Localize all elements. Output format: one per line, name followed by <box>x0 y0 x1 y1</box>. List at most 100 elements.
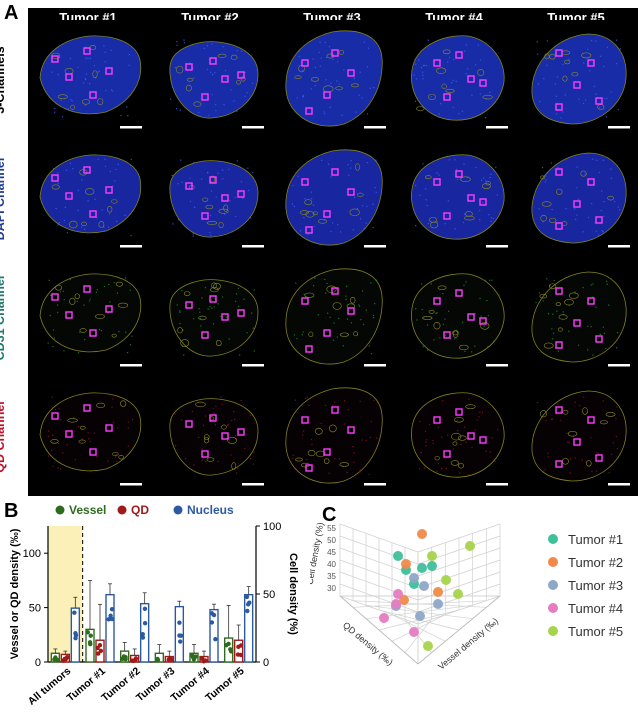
roi-marker <box>555 168 563 176</box>
z-tick-label: 30 <box>327 584 336 593</box>
roi-marker <box>573 200 581 208</box>
roi-marker <box>347 307 355 315</box>
legend-label-vessel: Vessel <box>69 503 106 517</box>
micrograph-tumor-1-row-3 <box>28 258 149 376</box>
scale-bar <box>608 245 630 248</box>
category-label: Tumor #5 <box>203 665 246 704</box>
roi-marker <box>209 57 217 65</box>
panel-letter-c: C <box>322 504 337 526</box>
legend-item-tumor-4: Tumor #4 <box>548 601 623 616</box>
roi-marker <box>89 448 97 456</box>
scale-bar <box>120 126 142 129</box>
roi-marker <box>587 416 595 424</box>
roi-marker <box>83 47 91 55</box>
legend-label: Tumor #3 <box>568 578 624 593</box>
roi-marker <box>595 335 603 343</box>
tissue-outline <box>411 392 505 478</box>
y-tick-label: 50 <box>29 603 41 615</box>
roi-marker <box>479 436 487 444</box>
x-axis-label: Vessel density (‰) <box>436 616 500 672</box>
y-axis-label: QD density (‰) <box>341 620 395 668</box>
roi-marker <box>51 412 59 420</box>
scale-bar <box>242 245 264 248</box>
scale-bar <box>486 245 508 248</box>
roi-marker <box>587 297 595 305</box>
panel-letter-b: B <box>4 500 19 522</box>
roi-marker <box>467 313 475 321</box>
roi-marker <box>467 75 475 83</box>
scale-bar <box>608 364 630 367</box>
roi-marker <box>433 297 441 305</box>
roi-marker <box>555 49 563 57</box>
scatter-point <box>409 573 419 583</box>
roi-marker <box>433 59 441 67</box>
bar-nucleus <box>105 593 115 663</box>
micrograph-tumor-2-row-2 <box>150 139 271 257</box>
scatter-point <box>419 581 429 591</box>
roi-marker <box>455 170 463 178</box>
roi-marker <box>65 73 73 81</box>
micrograph-tumor-3-row-1 <box>272 20 393 138</box>
micrograph-tumor-4-row-3 <box>394 258 515 376</box>
roi-marker <box>221 75 229 83</box>
roi-marker <box>555 103 563 111</box>
roi-marker <box>331 168 339 176</box>
z-tick-label: 35 <box>327 572 336 581</box>
micrograph-tumor-3-row-3 <box>272 258 393 376</box>
roi-marker <box>555 287 563 295</box>
roi-marker <box>83 285 91 293</box>
micrograph-tumor-1-row-2 <box>28 139 149 257</box>
legend-marker-qd <box>117 505 127 515</box>
legend-item-tumor-3: Tumor #3 <box>548 578 623 593</box>
tissue-outline <box>531 152 627 244</box>
z-tick-label: 55 <box>327 524 336 533</box>
scale-bar <box>608 483 630 486</box>
legend-label-nucleus: Nucleus <box>187 503 234 517</box>
y-axis-label: Vessel or QD density (‰) <box>9 528 21 659</box>
roi-marker <box>443 450 451 458</box>
roi-marker <box>105 186 113 194</box>
scatter-point <box>433 587 443 597</box>
micrograph-tumor-2-row-4 <box>150 377 271 495</box>
legend-item-tumor-5: Tumor #5 <box>548 624 623 639</box>
roi-marker <box>185 301 193 309</box>
roi-marker <box>301 178 309 186</box>
y2-tick-label: 50 <box>263 589 275 601</box>
bar-vessel <box>154 652 165 663</box>
micrograph-tumor-4-row-1 <box>394 20 515 138</box>
tissue-outline <box>169 279 259 357</box>
tissue-outline <box>531 271 627 363</box>
micrograph-tumor-1-row-1 <box>28 20 149 138</box>
y-tick-label: 0 <box>35 657 41 669</box>
roi-marker <box>301 59 309 67</box>
micrograph-tumor-5-row-4 <box>516 377 637 495</box>
roi-marker <box>65 192 73 200</box>
legend-marker <box>548 534 558 544</box>
tissue-outline <box>169 160 259 238</box>
roi-marker <box>221 432 229 440</box>
tissue-outline <box>411 154 505 240</box>
roi-marker <box>65 430 73 438</box>
micrograph-tumor-5-row-1 <box>516 20 637 138</box>
roi-marker <box>555 222 563 230</box>
roi-marker <box>209 414 217 422</box>
roi-marker <box>323 91 331 99</box>
roi-marker <box>201 93 209 101</box>
roi-marker <box>105 424 113 432</box>
micrograph-tumor-4-row-2 <box>394 139 515 257</box>
roi-marker <box>587 178 595 186</box>
roi-marker <box>89 329 97 337</box>
micrograph-tumor-4-row-4 <box>394 377 515 495</box>
micrograph-tumor-3-row-4 <box>272 377 393 495</box>
roi-marker <box>443 212 451 220</box>
roi-marker <box>455 51 463 59</box>
roi-marker <box>221 194 229 202</box>
tissue-outline <box>411 35 505 121</box>
roi-marker <box>323 329 331 337</box>
legend-label: Tumor #1 <box>568 532 624 547</box>
roi-marker <box>105 67 113 75</box>
tissue-outline <box>169 41 259 119</box>
scale-bar <box>486 126 508 129</box>
scatter-point <box>391 599 401 609</box>
roi-marker <box>331 287 339 295</box>
